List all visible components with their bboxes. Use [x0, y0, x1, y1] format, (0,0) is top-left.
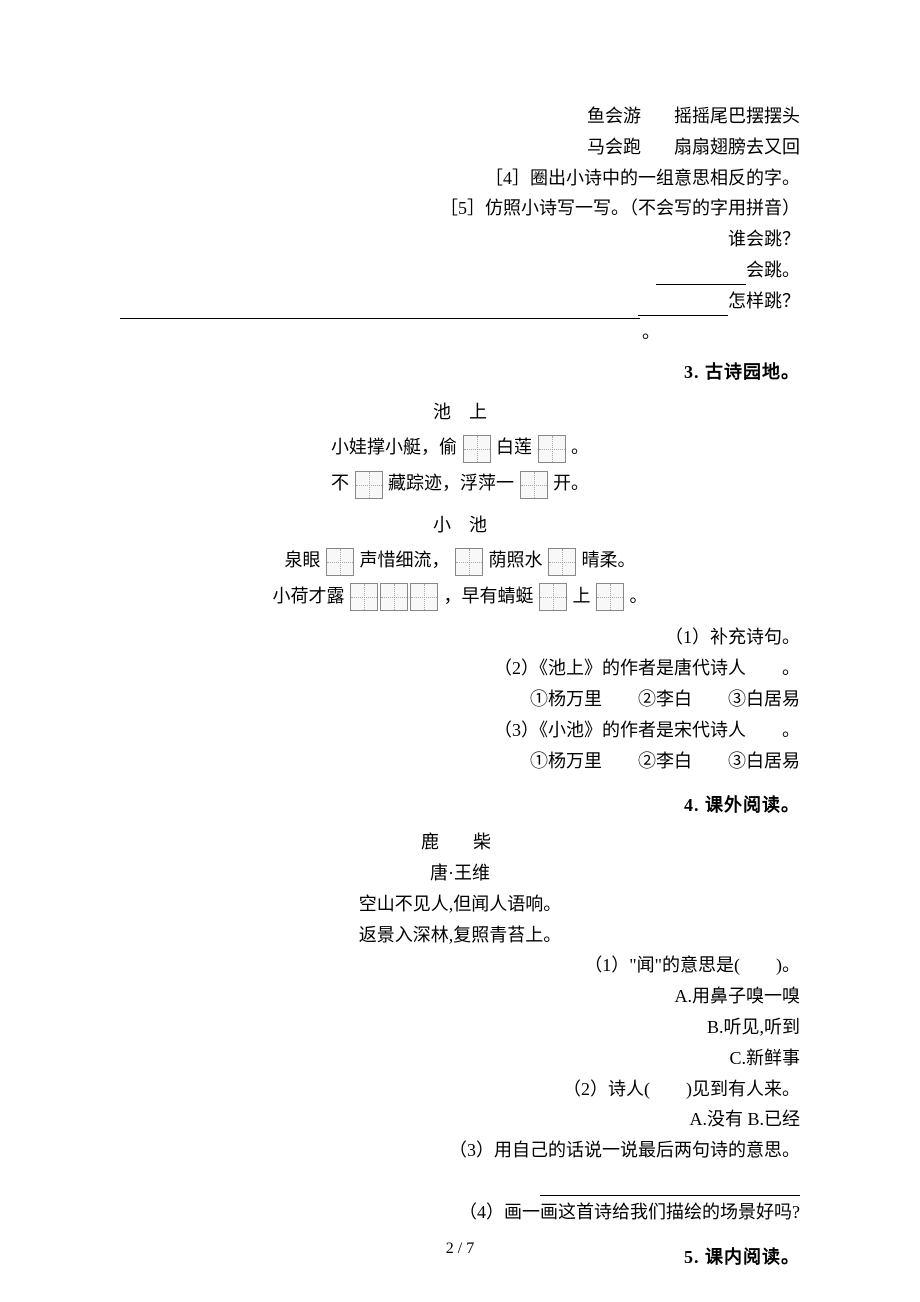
poem-2: 小 池 泉眼 声惜细流， 荫照水 晴柔。 小荷才露 ，早有蜻蜓 上 。 — [120, 511, 800, 612]
poem-2-line-1: 泉眼 声惜细流， 荫照水 晴柔。 — [120, 546, 800, 576]
text: 藏踪迹，浮萍一 — [388, 473, 514, 493]
prompt-3: 怎样跳？ — [120, 287, 800, 316]
text: 泉眼 — [285, 550, 321, 570]
verse-1a: 鱼会游 — [587, 106, 641, 126]
prompt-1: 谁会跳？ — [120, 225, 800, 254]
fill-box[interactable] — [596, 583, 624, 611]
poem-3-l2: 返景入深林,复照青苔上。 — [120, 921, 800, 950]
poem-2-line-2: 小荷才露 ，早有蜻蜓 上 。 — [120, 582, 800, 612]
poem-1-title: 池 上 — [120, 398, 800, 427]
blank-input-long[interactable] — [120, 318, 640, 319]
verse-2b: 扇扇翅膀去又回 — [674, 137, 800, 157]
s4-opt-a: A.用鼻子嗅一嗅 — [120, 982, 800, 1011]
s4-blank — [120, 1167, 800, 1196]
s4-opt-b: B.听见,听到 — [120, 1013, 800, 1042]
s4-q3: （3）用自己的话说一说最后两句诗的意思。 — [120, 1136, 800, 1165]
verse-1b: 摇摇尾巴摆摆头 — [674, 106, 800, 126]
poem-1: 池 上 小娃撑小艇，偷 白莲 。 不 藏踪迹，浮萍一 开。 — [120, 398, 800, 499]
question-5: ［5］仿照小诗写一写。（不会写的字用拼音） — [120, 194, 800, 223]
section-4-head: 4. 课外阅读。 — [120, 791, 800, 820]
s4-opt-ab2: A.没有 B.已经 — [120, 1105, 800, 1134]
prompt-2-suffix: 会跳。 — [746, 260, 800, 280]
text: 晴柔。 — [582, 550, 636, 570]
text: 不 — [331, 473, 349, 493]
text: 小荷才露 — [273, 586, 345, 606]
blank-input[interactable] — [656, 284, 746, 285]
text: 开。 — [553, 473, 589, 493]
poem-1-line-1: 小娃撑小艇，偷 白莲 。 — [120, 433, 800, 463]
question-4: ［4］圈出小诗中的一组意思相反的字。 — [120, 164, 800, 193]
prompt-2: 会跳。 — [120, 256, 800, 285]
poem-2-title: 小 池 — [120, 511, 800, 540]
fill-box[interactable] — [455, 548, 483, 576]
fill-box[interactable] — [538, 435, 566, 463]
verse-line-2: 马会跑 扇扇翅膀去又回 — [120, 133, 800, 162]
page-footer: 2 / 7 — [0, 1236, 920, 1262]
s3-q1: （1）补充诗句。 — [120, 623, 800, 652]
text: 荫照水 — [489, 550, 543, 570]
text: ，早有蜻蜓 — [444, 586, 534, 606]
s3-opts1: ①杨万里 ②李白 ③白居易 — [120, 685, 800, 714]
blank-input[interactable] — [540, 1195, 800, 1196]
text: 。 — [571, 437, 589, 457]
verse-line-1: 鱼会游 摇摇尾巴摆摆头 — [120, 102, 800, 131]
section-3-head: 3. 古诗园地。 — [120, 358, 800, 387]
fill-box-group[interactable] — [349, 586, 439, 606]
text: 白莲 — [496, 437, 532, 457]
fill-box[interactable] — [326, 548, 354, 576]
verse-2a: 马会跑 — [587, 137, 641, 157]
s4-q4: （4）画一画这首诗给我们描绘的场景好吗? — [120, 1198, 800, 1227]
poem-3-author: 唐·王维 — [120, 859, 800, 888]
s3-opts2: ①杨万里 ②李白 ③白居易 — [120, 747, 800, 776]
poem-3-title: 鹿 柴 — [120, 828, 800, 857]
poem-3: 鹿 柴 唐·王维 空山不见人,但闻人语响。 返景入深林,复照青苔上。 — [120, 828, 800, 949]
s3-q3: （3）《小池》的作者是宋代诗人 。 — [120, 716, 800, 745]
fill-box[interactable] — [355, 471, 383, 499]
prompt-4-period: 。 — [642, 318, 660, 347]
prompt-3-suffix: 怎样跳？ — [728, 291, 800, 311]
s3-q2: （2）《池上》的作者是唐代诗人 。 — [120, 654, 800, 683]
s4-q2: （2）诗人( )见到有人来。 — [120, 1075, 800, 1104]
text: 声惜细流， — [360, 550, 450, 570]
text: 。 — [630, 586, 648, 606]
text: 上 — [573, 586, 591, 606]
poem-3-l1: 空山不见人,但闻人语响。 — [120, 890, 800, 919]
text: 小娃撑小艇，偷 — [331, 437, 457, 457]
blank-input[interactable] — [638, 315, 728, 316]
s4-opt-c: C.新鲜事 — [120, 1044, 800, 1073]
poem-1-line-2: 不 藏踪迹，浮萍一 开。 — [120, 469, 800, 499]
s4-q1: （1）"闻"的意思是( )。 — [120, 951, 800, 980]
fill-box[interactable] — [539, 583, 567, 611]
prompt-4-row: 。 — [120, 318, 800, 342]
fill-box[interactable] — [548, 548, 576, 576]
fill-box[interactable] — [520, 471, 548, 499]
fill-box[interactable] — [463, 435, 491, 463]
